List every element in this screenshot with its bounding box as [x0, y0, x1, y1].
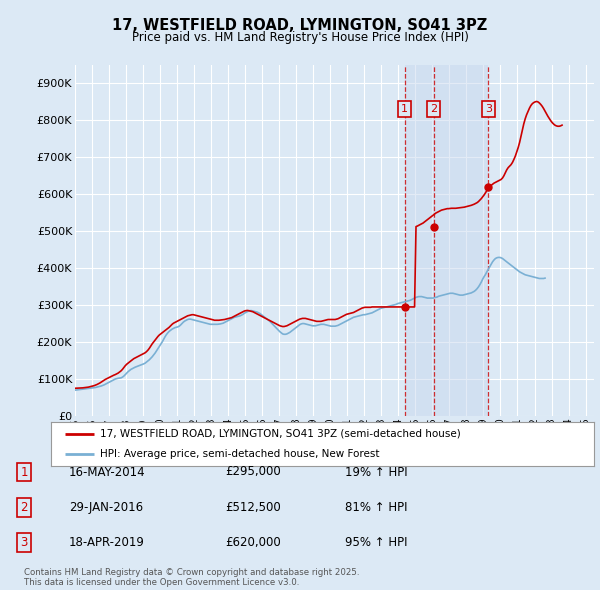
Text: 17, WESTFIELD ROAD, LYMINGTON, SO41 3PZ (semi-detached house): 17, WESTFIELD ROAD, LYMINGTON, SO41 3PZ …	[100, 429, 461, 439]
Text: HPI: Average price, semi-detached house, New Forest: HPI: Average price, semi-detached house,…	[100, 449, 379, 459]
Text: Price paid vs. HM Land Registry's House Price Index (HPI): Price paid vs. HM Land Registry's House …	[131, 31, 469, 44]
Text: £295,000: £295,000	[225, 466, 281, 478]
Bar	[404, 65, 488, 416]
Text: 29-JAN-2016: 29-JAN-2016	[69, 501, 143, 514]
Text: 18-APR-2019: 18-APR-2019	[69, 536, 145, 549]
Text: 3: 3	[20, 536, 28, 549]
Text: 2: 2	[20, 501, 28, 514]
Text: £512,500: £512,500	[225, 501, 281, 514]
Text: 95% ↑ HPI: 95% ↑ HPI	[345, 536, 407, 549]
Text: 17, WESTFIELD ROAD, LYMINGTON, SO41 3PZ: 17, WESTFIELD ROAD, LYMINGTON, SO41 3PZ	[112, 18, 488, 32]
Text: 1: 1	[401, 104, 408, 114]
Text: 2: 2	[430, 104, 437, 114]
Text: 81% ↑ HPI: 81% ↑ HPI	[345, 501, 407, 514]
Text: £620,000: £620,000	[225, 536, 281, 549]
Text: 16-MAY-2014: 16-MAY-2014	[69, 466, 146, 478]
Text: 1: 1	[20, 466, 28, 478]
Text: 19% ↑ HPI: 19% ↑ HPI	[345, 466, 407, 478]
Text: Contains HM Land Registry data © Crown copyright and database right 2025.
This d: Contains HM Land Registry data © Crown c…	[24, 568, 359, 587]
Text: 3: 3	[485, 104, 492, 114]
